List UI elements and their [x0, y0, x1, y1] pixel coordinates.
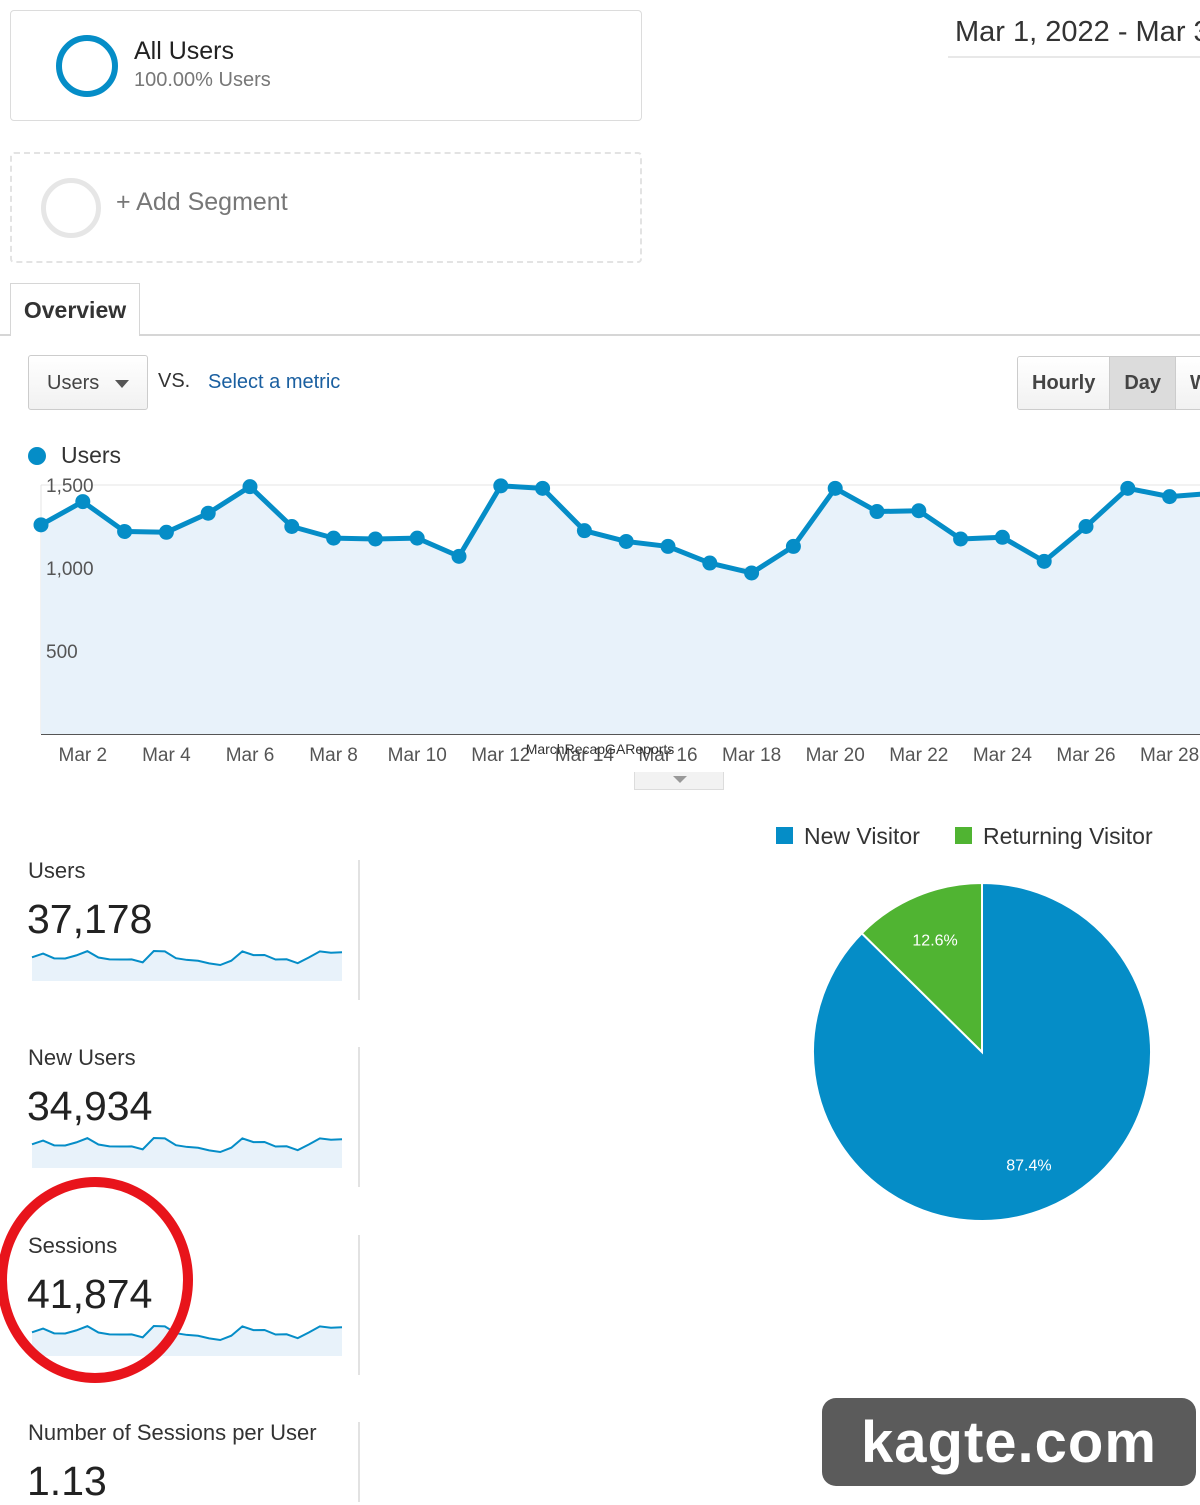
metric-dropdown[interactable]: Users [28, 355, 148, 410]
data-point[interactable] [409, 530, 425, 546]
scorecard-label: New Users [28, 1045, 136, 1070]
x-tick-label: Mar 26 [1056, 745, 1115, 766]
data-point[interactable] [1162, 489, 1178, 505]
pie-slice-returning-visitor[interactable] [860, 881, 983, 1055]
date-range-picker[interactable]: Mar 1, 2022 - Mar 3 [955, 16, 1200, 48]
scorecard-divider [358, 860, 360, 1000]
x-tick-label: Mar 2 [59, 745, 108, 766]
segment-all-users[interactable]: All Users 100.00% Users [10, 10, 642, 121]
caret-down-icon [673, 776, 687, 783]
data-point[interactable] [284, 519, 300, 534]
x-tick-label: Mar 6 [226, 745, 275, 766]
segment-ring-icon [56, 35, 118, 97]
data-point[interactable] [117, 523, 133, 539]
new-visitor-swatch [776, 827, 793, 844]
data-point[interactable] [660, 538, 676, 554]
chart-annotation: MarchRecapGAReports [526, 741, 675, 757]
x-tick-label: Mar 24 [973, 745, 1033, 766]
add-segment-label: + Add Segment [116, 188, 288, 216]
scorecard-divider [358, 1047, 360, 1187]
y-tick-label: 1,000 [46, 559, 94, 580]
scorecard-value: 34,934 [27, 1083, 153, 1129]
scorecard-value: 37,178 [27, 896, 153, 942]
granularity-toggle: Hourly Day We [1017, 356, 1200, 410]
data-point[interactable] [994, 529, 1010, 545]
y-tick-label: 1,500 [46, 476, 94, 497]
y-tick-label: 500 [46, 642, 78, 663]
x-tick-label: Mar 12 [471, 745, 530, 766]
chart-collapse-toggle[interactable] [634, 772, 724, 790]
sparkline-fill [32, 951, 342, 981]
data-point[interactable] [158, 524, 174, 540]
select-metric-link[interactable]: Select a metric [208, 371, 341, 393]
data-point[interactable] [1036, 553, 1052, 569]
data-point[interactable] [1078, 519, 1094, 534]
pie-legend-returning-visitor: Returning Visitor [983, 823, 1153, 849]
data-point[interactable] [869, 504, 885, 520]
x-tick-label: Mar 20 [806, 745, 865, 766]
empty-segment-ring-icon [41, 178, 101, 238]
data-point[interactable] [493, 478, 509, 494]
scorecard-label: Number of Sessions per User [28, 1420, 317, 1445]
segment-title: All Users [134, 37, 235, 65]
scorecard-divider [358, 1422, 360, 1502]
users-line-chart[interactable]: 1,500 1,000 500 Mar 2 Mar 4 Mar 6 Mar 8 Mar 10… [0, 470, 1200, 770]
x-tick-label: Mar 22 [889, 745, 948, 766]
data-point[interactable] [75, 494, 91, 510]
sparkline-line [31, 1136, 343, 1154]
data-point[interactable] [367, 531, 383, 547]
chart-legend-label: Users [61, 442, 122, 468]
data-point[interactable] [618, 533, 634, 549]
data-point[interactable] [702, 555, 718, 571]
data-point[interactable] [33, 517, 49, 533]
data-point[interactable] [911, 503, 927, 519]
watermark-logo: kagte.com [822, 1398, 1196, 1486]
data-point[interactable] [953, 531, 969, 547]
data-point[interactable] [744, 565, 760, 581]
granularity-hourly-button[interactable]: Hourly [1018, 357, 1111, 409]
data-point[interactable] [242, 479, 258, 495]
x-tick-label: Mar 14 [555, 745, 615, 766]
x-tick-label: Mar 8 [309, 745, 358, 766]
scorecard-sparkline[interactable] [31, 941, 343, 981]
data-point[interactable] [200, 505, 216, 521]
granularity-day-button[interactable]: Day [1110, 357, 1177, 409]
segment-subtitle: 100.00% Users [134, 69, 271, 91]
users-area-fill [41, 485, 1200, 734]
tab-overview[interactable]: Overview [10, 283, 140, 336]
visitor-type-pie-chart[interactable]: 87.4% 12.6% [800, 870, 1170, 1240]
data-point[interactable] [535, 480, 551, 496]
x-tick-label: Mar 4 [142, 745, 191, 766]
sparkline-line [31, 949, 343, 967]
pie-legend-new-visitor: New Visitor [804, 823, 920, 849]
chevron-down-icon [115, 380, 129, 388]
vs-label: VS. [158, 370, 191, 392]
pie-slice-label: 12.6% [912, 933, 957, 950]
data-point[interactable] [827, 480, 843, 496]
sessions-highlight-circle [0, 1177, 193, 1383]
granularity-week-button[interactable]: We [1176, 357, 1200, 409]
data-point[interactable] [451, 548, 467, 564]
pie-slice-label: 87.4% [1006, 1157, 1051, 1174]
returning-visitor-swatch [955, 827, 972, 844]
data-point[interactable] [576, 523, 592, 539]
scorecard-divider [358, 1235, 360, 1375]
data-point[interactable] [785, 538, 801, 554]
add-segment-button[interactable]: + Add Segment [10, 152, 642, 263]
users-legend-dot-icon [28, 447, 46, 465]
x-tick-label: Mar 18 [722, 745, 781, 766]
tab-bar-divider [0, 334, 1200, 336]
data-point[interactable] [1120, 480, 1136, 496]
sparkline-fill [32, 1138, 342, 1168]
metric-dropdown-value: Users [47, 372, 100, 394]
scorecard-sparkline[interactable] [31, 1128, 343, 1168]
x-tick-label: Mar 10 [388, 745, 447, 766]
scorecard-value: 1.13 [27, 1458, 107, 1504]
x-tick-label: Mar 28 [1140, 745, 1199, 766]
x-tick-label: Mar 16 [638, 745, 697, 766]
scorecard-label: Users [28, 858, 86, 883]
date-range-underline [948, 56, 1200, 58]
data-point[interactable] [326, 530, 342, 546]
